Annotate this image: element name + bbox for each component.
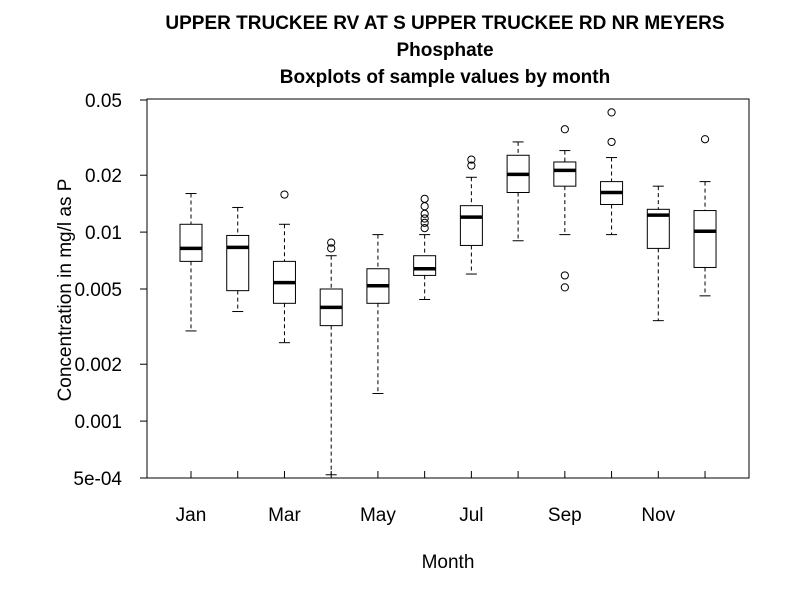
x-tick-label: Sep [548, 505, 582, 526]
y-axis-label: Concentration in mg/l as P [55, 179, 76, 402]
month-box-5 [366, 234, 390, 394]
outlier-point [560, 283, 569, 292]
month-box-7 [459, 155, 483, 275]
iqr-box [226, 234, 250, 292]
iqr-box [553, 161, 577, 187]
iqr-box [646, 208, 670, 249]
outlier-point [700, 135, 710, 144]
outlier-point [560, 125, 569, 134]
x-tick-label: Jul [459, 505, 483, 526]
x-tick-label: May [360, 505, 396, 526]
iqr-box [459, 205, 483, 246]
month-box-4 [319, 238, 343, 476]
boxes-layer [179, 108, 717, 476]
month-box-3 [272, 190, 296, 344]
y-tick-label: 5e-04 [73, 469, 122, 490]
y-tick-label: 0.01 [85, 223, 122, 244]
y-tick-label: 0.05 [85, 91, 122, 112]
y-tick-label: 0.02 [85, 166, 122, 187]
title-line-1: UPPER TRUCKEE RV AT S UPPER TRUCKEE RD N… [165, 13, 724, 34]
y-tick-label: 0.001 [74, 412, 122, 433]
month-box-12 [693, 135, 717, 297]
title-line-3: Boxplots of sample values by month [280, 67, 610, 88]
x-tick-label: Nov [641, 505, 675, 526]
y-tick-label: 0.002 [74, 355, 122, 376]
month-box-2 [226, 206, 250, 313]
outlier-point [560, 271, 569, 280]
outlier-point [420, 218, 429, 227]
x-axis-label: Month [422, 552, 475, 573]
outlier-point [420, 209, 429, 218]
iqr-box [413, 255, 437, 276]
outlier-point [467, 155, 476, 164]
outlier-point [280, 190, 289, 199]
month-box-1 [179, 193, 203, 332]
month-box-9 [553, 125, 577, 292]
outlier-point [420, 224, 429, 233]
chart-title: UPPER TRUCKEE RV AT S UPPER TRUCKEE RD N… [165, 13, 724, 88]
outlier-point [467, 161, 476, 170]
y-axis: 0.05 0.02 0.01 0.005 0.002 0.001 5e-04 [73, 91, 148, 490]
x-tick-label: Jan [176, 505, 207, 526]
month-box-8 [506, 141, 530, 242]
month-box-10 [600, 108, 624, 236]
outlier-point [327, 238, 336, 247]
outlier-point [420, 202, 429, 211]
outlier-point [607, 137, 616, 147]
month-box-11 [646, 185, 670, 322]
title-line-2: Phosphate [396, 40, 493, 61]
outlier-point [607, 108, 616, 117]
outlier-point [420, 214, 429, 223]
outlier-point [327, 244, 336, 253]
x-axis: Jan Mar May Jul Sep Nov [176, 471, 706, 526]
y-tick-label: 0.005 [74, 280, 122, 301]
outlier-point [420, 194, 429, 203]
x-tick-label: Mar [268, 505, 301, 526]
iqr-box [693, 210, 717, 268]
iqr-box [179, 223, 203, 262]
month-box-6 [413, 194, 437, 300]
